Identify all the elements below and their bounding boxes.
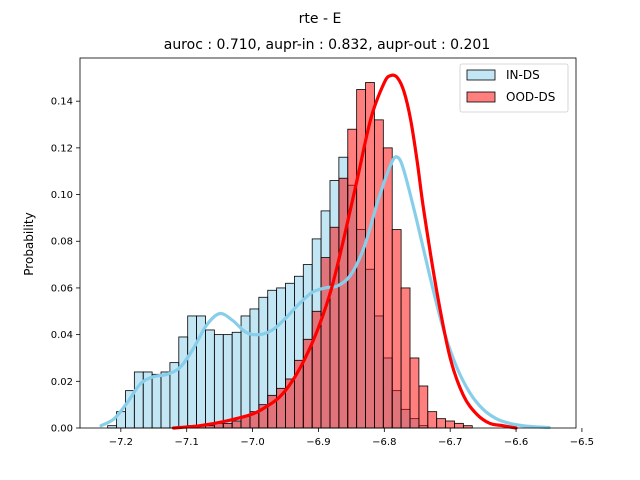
y-axis-ticks: 0.00 0.02 0.04 0.06 0.08 0.10 0.12 0.14	[51, 97, 80, 435]
y-tick-label: 0.08	[51, 237, 73, 248]
ood-ds-bar	[454, 422, 464, 429]
y-axis-label: Probability	[22, 212, 36, 275]
kde-lines	[99, 73, 551, 430]
x-tick-label: −6.5	[570, 437, 594, 448]
legend-swatch-ood-ds	[466, 91, 496, 103]
x-tick-label: −7.1	[175, 437, 199, 448]
ood-ds-bar	[222, 422, 233, 429]
ood-ds-bar	[391, 229, 402, 429]
ood-ds-bar	[329, 226, 340, 429]
x-tick-label: −6.9	[306, 437, 330, 448]
in-ds-bar	[151, 373, 162, 429]
axes-frame	[79, 57, 577, 429]
in-ds-bar	[205, 329, 215, 429]
in-ds-bar	[213, 334, 224, 429]
ood-ds-bar	[427, 411, 438, 429]
x-tick-label: −7.0	[240, 437, 264, 448]
x-tick-label: −6.8	[372, 437, 396, 448]
y-tick-label: 0.14	[51, 97, 73, 108]
y-tick-label: 0.00	[51, 424, 73, 435]
in-ds-bar	[178, 336, 189, 429]
legend-swatch-in-ds	[466, 69, 496, 81]
ood-ds-bar	[418, 385, 429, 429]
y-tick-label: 0.10	[51, 190, 73, 201]
chart-subtitle: auroc : 0.710, aupr-in : 0.832, aupr-out…	[164, 37, 491, 53]
y-tick-label: 0.06	[51, 283, 73, 294]
in-ds-bar	[222, 334, 233, 429]
ood-ds-bar	[382, 147, 393, 429]
ood-ds-bar	[445, 420, 455, 429]
x-tick-label: −7.2	[109, 437, 133, 448]
ood-ds-bar	[320, 257, 331, 429]
chart-title: rte - E	[299, 11, 342, 27]
in-ds-bar	[187, 315, 197, 429]
legend-label-in-ds: IN-DS	[506, 68, 540, 82]
legend-label-ood-ds: OOD-DS	[506, 90, 555, 104]
x-tick-label: −6.7	[438, 437, 462, 448]
y-tick-label: 0.12	[51, 143, 73, 154]
y-tick-label: 0.04	[51, 330, 73, 341]
ood-ds-bar	[400, 287, 411, 429]
x-axis-ticks: −7.2 −7.1 −7.0 −6.9 −6.8 −6.7 −6.6 −6.5	[109, 428, 594, 448]
ood-ds-bar	[374, 119, 384, 429]
ood-ds-bar	[409, 357, 420, 429]
y-tick-label: 0.02	[51, 377, 73, 388]
in-ds-bar	[133, 371, 144, 429]
in-ds-bar	[231, 331, 242, 429]
legend: IN-DS OOD-DS	[459, 63, 569, 113]
ood-ds-bar	[231, 420, 242, 429]
ood-ds-bar	[338, 177, 349, 429]
x-tick-label: −6.6	[504, 437, 528, 448]
in-ds-bar	[160, 371, 171, 429]
ood-ds-bar	[436, 418, 446, 429]
ood-ds-kde-line	[171, 73, 518, 430]
